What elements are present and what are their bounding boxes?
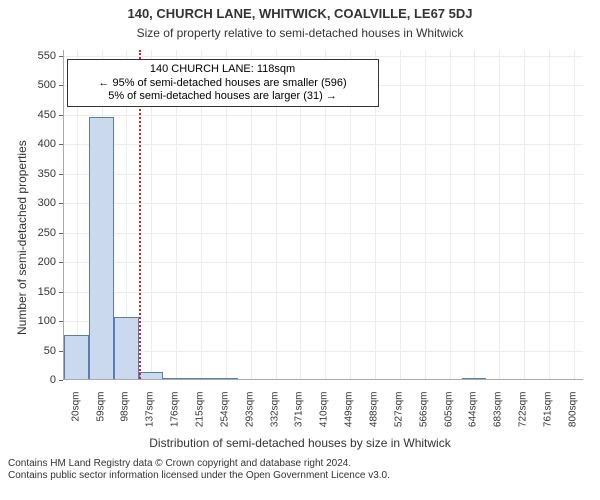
y-tick-mark xyxy=(59,85,63,86)
x-tick-label: 683sqm xyxy=(493,392,504,440)
y-tick-label: 550 xyxy=(26,50,56,62)
grid-line-horizontal xyxy=(64,115,583,116)
y-tick-mark xyxy=(59,144,63,145)
y-tick-mark xyxy=(59,321,63,322)
y-tick-label: 100 xyxy=(26,315,56,327)
y-tick-mark xyxy=(59,351,63,352)
x-tick-label: 644sqm xyxy=(468,392,479,440)
histogram-bar xyxy=(139,372,164,379)
y-tick-label: 200 xyxy=(26,256,56,268)
x-tick-label: 254sqm xyxy=(219,392,230,440)
y-tick-label: 500 xyxy=(26,79,56,91)
grid-line-vertical xyxy=(425,50,426,379)
y-tick-mark xyxy=(59,380,63,381)
y-tick-mark xyxy=(59,262,63,263)
x-tick-label: 215sqm xyxy=(195,392,206,440)
chart-plot-area: 140 CHURCH LANE: 118sqm← 95% of semi-det… xyxy=(63,50,583,380)
x-tick-label: 98sqm xyxy=(120,392,131,440)
y-tick-mark xyxy=(59,233,63,234)
grid-line-horizontal xyxy=(64,351,583,352)
y-tick-label: 400 xyxy=(26,138,56,150)
annotation-box: 140 CHURCH LANE: 118sqm← 95% of semi-det… xyxy=(67,59,379,107)
grid-line-horizontal xyxy=(64,144,583,145)
grid-line-vertical xyxy=(400,50,401,379)
histogram-bar xyxy=(64,335,89,379)
footer-line-1: Contains HM Land Registry data © Crown c… xyxy=(8,458,390,470)
x-tick-label: 761sqm xyxy=(542,392,553,440)
grid-line-horizontal xyxy=(64,233,583,234)
annotation-line: ← 95% of semi-detached houses are smalle… xyxy=(74,77,372,90)
x-tick-label: 488sqm xyxy=(368,392,379,440)
y-tick-label: 0 xyxy=(26,374,56,386)
grid-line-vertical xyxy=(524,50,525,379)
x-tick-label: 527sqm xyxy=(393,392,404,440)
x-tick-label: 20sqm xyxy=(70,392,81,440)
page-subtitle: Size of property relative to semi-detach… xyxy=(0,26,600,40)
grid-line-horizontal xyxy=(64,292,583,293)
y-tick-label: 250 xyxy=(26,227,56,239)
histogram-bar xyxy=(89,117,114,379)
y-tick-label: 350 xyxy=(26,168,56,180)
x-tick-label: 449sqm xyxy=(344,392,355,440)
annotation-line: 140 CHURCH LANE: 118sqm xyxy=(74,63,372,76)
histogram-bar xyxy=(462,378,487,379)
x-tick-label: 293sqm xyxy=(244,392,255,440)
grid-line-vertical xyxy=(574,50,575,379)
x-tick-label: 176sqm xyxy=(170,392,181,440)
histogram-bar xyxy=(213,378,238,379)
x-tick-label: 332sqm xyxy=(269,392,280,440)
histogram-bar xyxy=(114,317,139,379)
y-tick-label: 50 xyxy=(26,345,56,357)
y-tick-mark xyxy=(59,292,63,293)
x-tick-label: 59sqm xyxy=(95,392,106,440)
x-tick-label: 137sqm xyxy=(145,392,156,440)
y-tick-label: 150 xyxy=(26,286,56,298)
y-tick-mark xyxy=(59,56,63,57)
y-tick-label: 450 xyxy=(26,109,56,121)
footer-attribution: Contains HM Land Registry data © Crown c… xyxy=(8,458,390,482)
grid-line-vertical xyxy=(474,50,475,379)
y-tick-mark xyxy=(59,203,63,204)
histogram-bar xyxy=(188,378,213,379)
annotation-line: 5% of semi-detached houses are larger (3… xyxy=(74,90,372,103)
x-tick-label: 722sqm xyxy=(518,392,529,440)
grid-line-horizontal xyxy=(64,321,583,322)
x-tick-label: 371sqm xyxy=(294,392,305,440)
y-tick-mark xyxy=(59,115,63,116)
y-tick-mark xyxy=(59,174,63,175)
grid-line-horizontal xyxy=(64,174,583,175)
grid-line-horizontal xyxy=(64,56,583,57)
page-title: 140, CHURCH LANE, WHITWICK, COALVILLE, L… xyxy=(0,6,600,21)
grid-line-vertical xyxy=(499,50,500,379)
x-tick-label: 566sqm xyxy=(418,392,429,440)
x-tick-label: 800sqm xyxy=(567,392,578,440)
histogram-bar xyxy=(163,378,188,379)
grid-line-horizontal xyxy=(64,203,583,204)
footer-line-2: Contains public sector information licen… xyxy=(8,470,390,482)
grid-line-horizontal xyxy=(64,262,583,263)
grid-line-vertical xyxy=(549,50,550,379)
grid-line-vertical xyxy=(450,50,451,379)
y-tick-label: 300 xyxy=(26,197,56,209)
x-tick-label: 605sqm xyxy=(443,392,454,440)
x-tick-label: 410sqm xyxy=(319,392,330,440)
